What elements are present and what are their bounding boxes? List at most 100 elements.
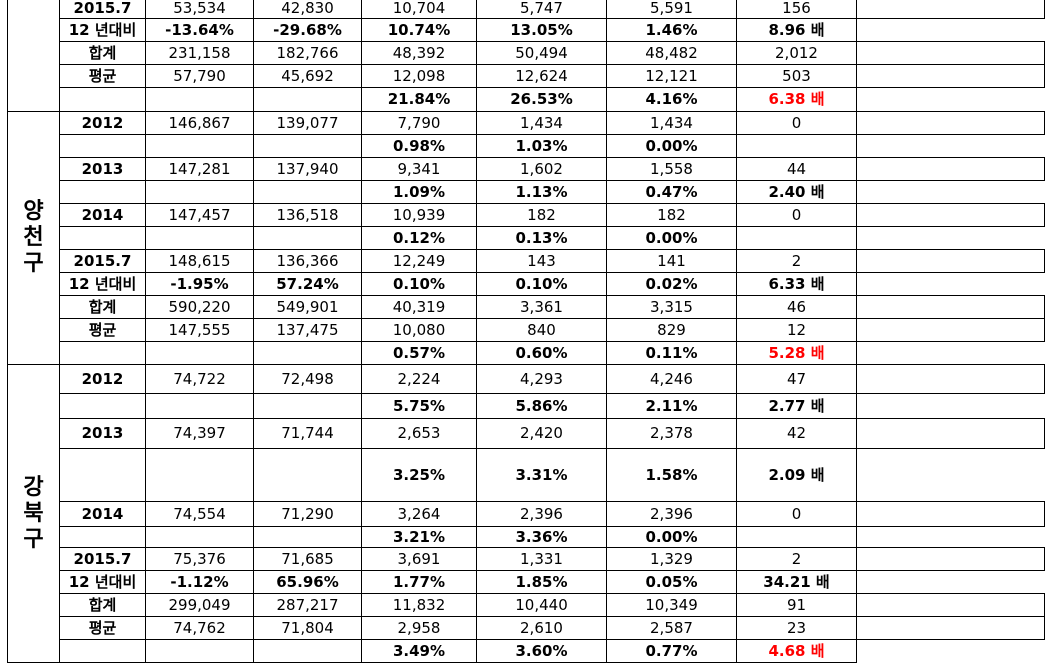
cell: 71,804 — [253, 616, 362, 640]
cell: 65.96% — [253, 570, 362, 594]
cell — [856, 318, 1045, 342]
cell: 299,049 — [145, 593, 254, 617]
cell — [856, 64, 1045, 88]
table-row: 21.84% 26.53% 4.16% 6.38 배 — [8, 87, 1045, 112]
table-row: 5.75% 5.86% 2.11% 2.77 배 — [8, 393, 1045, 419]
cell: 74,397 — [145, 418, 254, 449]
cell: 0 — [736, 501, 857, 527]
cell — [856, 157, 1045, 181]
cell: 71,685 — [253, 547, 362, 571]
cell — [59, 393, 146, 419]
cell: 10,349 — [606, 593, 737, 617]
table-row: 12 년대비 -1.12% 65.96% 1.77% 1.85% 0.05% 3… — [8, 570, 1045, 594]
cell — [145, 87, 254, 112]
cell: 12,249 — [361, 249, 477, 273]
cell — [856, 418, 1045, 449]
cell: 4,246 — [606, 364, 737, 394]
cell: 10,704 — [361, 0, 477, 19]
cell: 1.13% — [476, 180, 607, 204]
table-row: 2013 74,397 71,744 2,653 2,420 2,378 42 — [8, 418, 1045, 449]
cell: 0.00% — [606, 134, 737, 158]
row-label: 2012 — [59, 364, 146, 394]
table-row: 3.25% 3.31% 1.58% 2.09 배 — [8, 448, 1045, 502]
cell — [253, 526, 362, 548]
cell: 12 — [736, 318, 857, 342]
table-row: 합계 590,220 549,901 40,319 3,361 3,315 46 — [8, 295, 1045, 319]
district-char: 천 — [23, 225, 44, 250]
table-row: 0.12% 0.13% 0.00% — [8, 226, 1045, 250]
cell: 0.98% — [361, 134, 477, 158]
row-label: 12 년대비 — [59, 272, 146, 296]
cell: 0.02% — [606, 272, 737, 296]
cell: 182,766 — [253, 41, 362, 65]
row-label: 2012 — [59, 111, 146, 135]
cell: 5,591 — [606, 0, 737, 19]
cell: 829 — [606, 318, 737, 342]
cell: 287,217 — [253, 593, 362, 617]
cell: 10,080 — [361, 318, 477, 342]
cell: 47 — [736, 364, 857, 394]
cell: 5.86% — [476, 393, 607, 419]
cell: 3,264 — [361, 501, 477, 527]
cell: 2,958 — [361, 616, 477, 640]
cell — [145, 341, 254, 365]
cell: 12,121 — [606, 64, 737, 88]
cell: 0.77% — [606, 639, 737, 663]
table-row: 2015.7 75,376 71,685 3,691 1,331 1,329 2 — [8, 547, 1045, 571]
district-char: 구 — [23, 251, 44, 276]
cell: 139,077 — [253, 111, 362, 135]
cell: 141 — [606, 249, 737, 273]
ratio-cell: 4.68 배 — [736, 639, 857, 663]
cell — [145, 393, 254, 419]
cell — [856, 41, 1045, 65]
cell: 1.03% — [476, 134, 607, 158]
district-char: 양 — [23, 199, 44, 224]
cell: 3,315 — [606, 295, 737, 319]
cell: 1.77% — [361, 570, 477, 594]
table-row: 0.98% 1.03% 0.00% — [8, 134, 1045, 158]
cell: 10,440 — [476, 593, 607, 617]
cell: 7,790 — [361, 111, 477, 135]
row-label: 평균 — [59, 318, 146, 342]
cell: 42 — [736, 418, 857, 449]
cell — [856, 616, 1045, 640]
cell: 71,744 — [253, 418, 362, 449]
cell: 137,940 — [253, 157, 362, 181]
cell: 74,554 — [145, 501, 254, 527]
cell: 11,832 — [361, 593, 477, 617]
cell: 2,610 — [476, 616, 607, 640]
cell: 0.00% — [606, 226, 737, 250]
cell: 3.49% — [361, 639, 477, 663]
cell: 57.24% — [253, 272, 362, 296]
cell — [253, 393, 362, 419]
cell: 156 — [736, 0, 857, 19]
cell: 40,319 — [361, 295, 477, 319]
cell: 53,534 — [145, 0, 254, 19]
row-label: 합계 — [59, 41, 146, 65]
cell: 3.31% — [476, 448, 607, 502]
cell: 0.47% — [606, 180, 737, 204]
district-char: 구 — [23, 526, 44, 552]
row-label: 2015.7 — [59, 249, 146, 273]
district-cell — [7, 0, 60, 112]
cell — [253, 341, 362, 365]
cell: 0 — [736, 203, 857, 227]
cell: 1,434 — [476, 111, 607, 135]
ratio-cell: 2.77 배 — [736, 393, 857, 419]
cell — [856, 593, 1045, 617]
cell: 9,341 — [361, 157, 477, 181]
cell: 1.46% — [606, 18, 737, 42]
cell: 182 — [606, 203, 737, 227]
cell: 549,901 — [253, 295, 362, 319]
table-row: 평균 74,762 71,804 2,958 2,610 2,587 23 — [8, 616, 1045, 640]
cell: 45,692 — [253, 64, 362, 88]
cell: 2 — [736, 547, 857, 571]
table-row: 3.21% 3.36% 0.00% — [8, 526, 1045, 548]
cell: 147,555 — [145, 318, 254, 342]
cell: 3,361 — [476, 295, 607, 319]
cell — [59, 448, 146, 502]
